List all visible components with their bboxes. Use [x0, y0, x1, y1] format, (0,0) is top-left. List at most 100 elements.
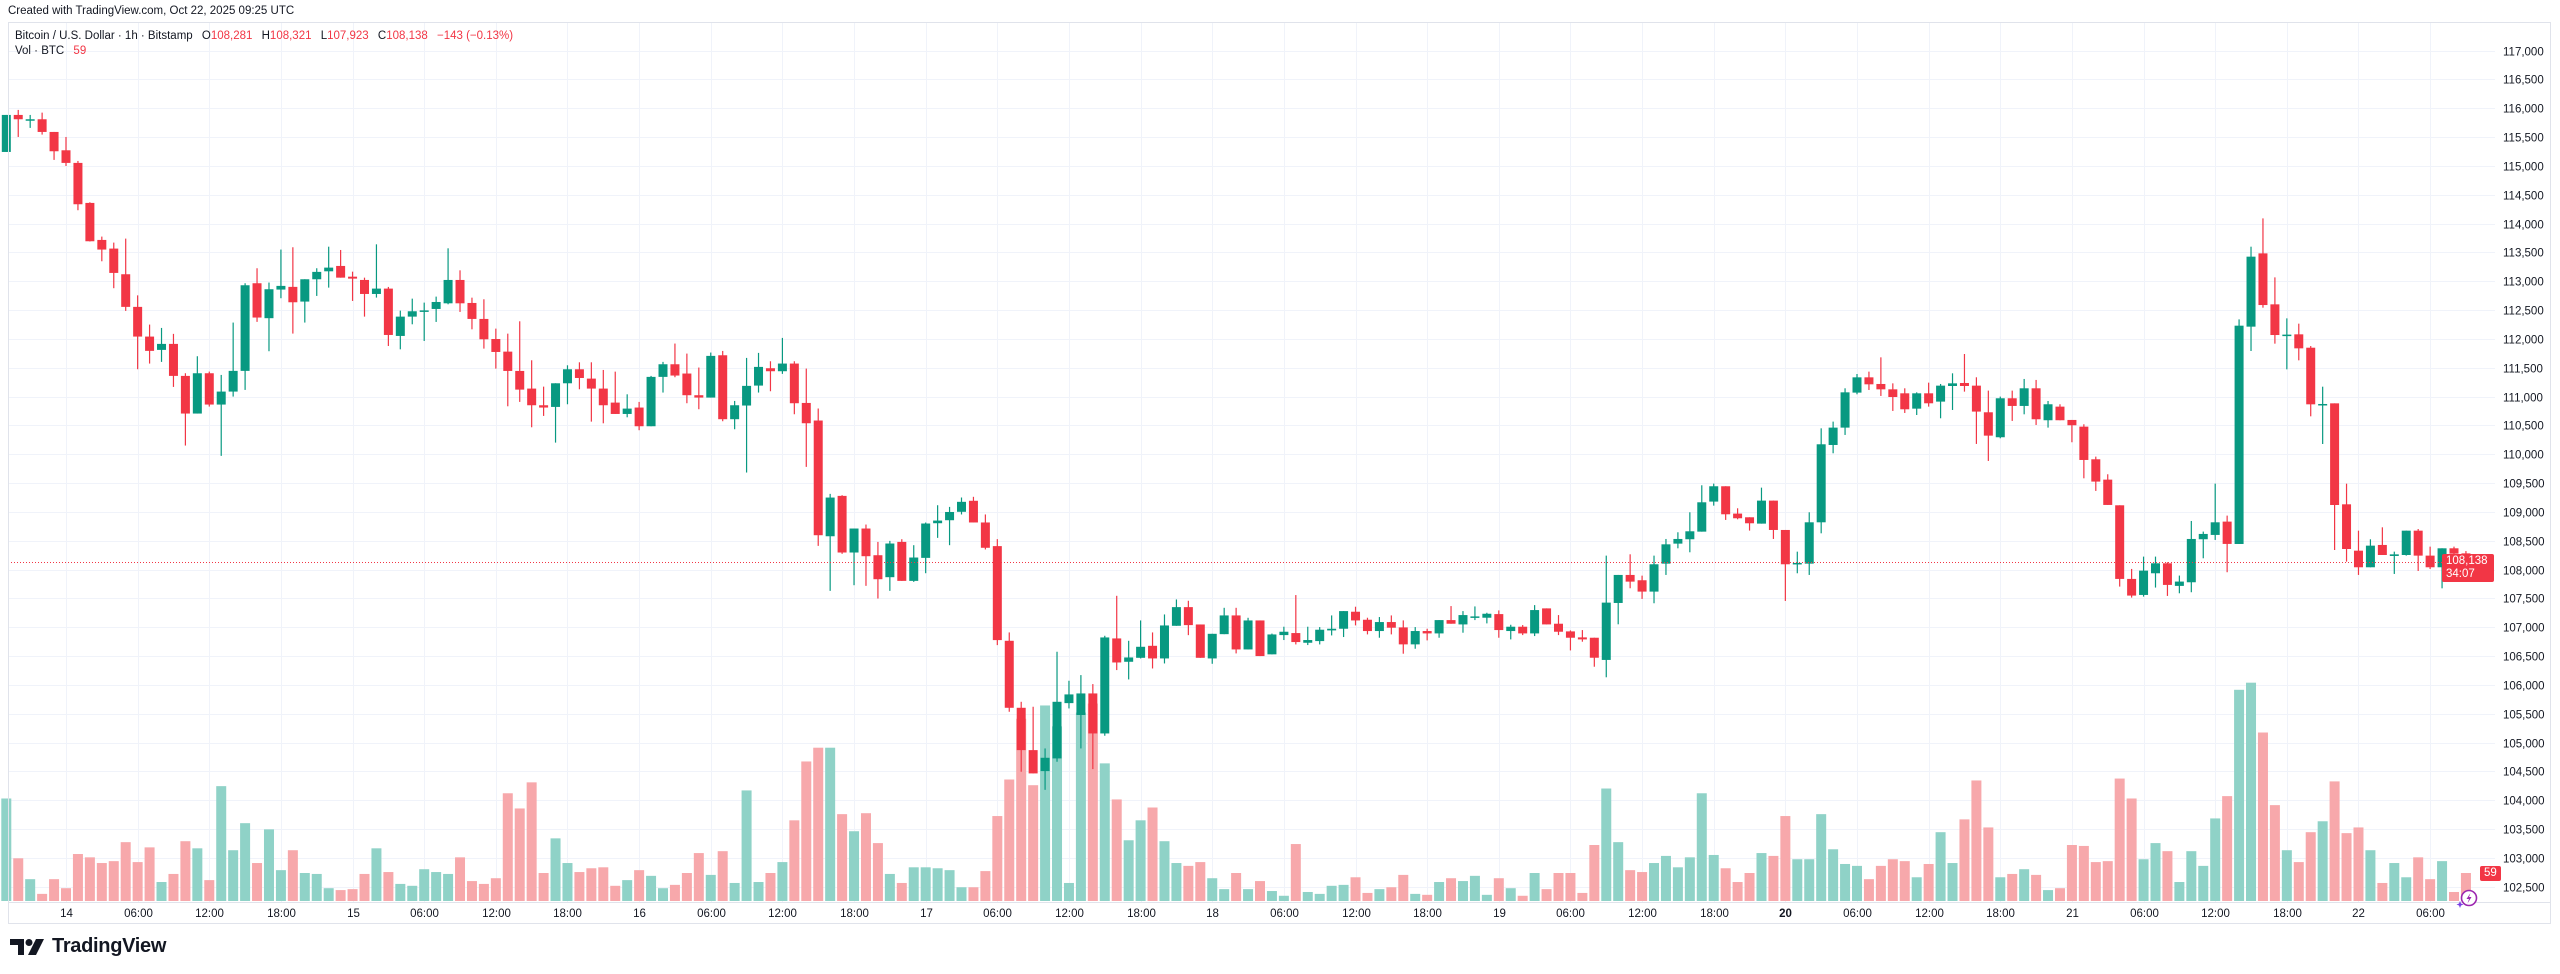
price-tick-label: 108,500	[2503, 537, 2545, 549]
candle	[407, 298, 417, 325]
candle-body	[1518, 626, 1528, 634]
volume-bar	[1243, 889, 1254, 901]
volume-bar	[2246, 682, 2257, 901]
volume-bar	[1099, 763, 1110, 901]
candle-body	[1219, 615, 1229, 635]
candle	[1768, 500, 1778, 539]
candle	[2198, 531, 2208, 559]
volume-bar	[72, 854, 83, 901]
volume-value: 59	[73, 45, 87, 57]
candle-body	[407, 311, 417, 317]
volume-bar	[2007, 873, 2018, 901]
candle	[419, 302, 429, 341]
volume-bar	[1278, 895, 1289, 901]
volume-bar	[514, 808, 525, 901]
candle-body	[1948, 383, 1958, 386]
candle-body	[1816, 444, 1826, 523]
time-tick-label: 18:00	[1127, 908, 1156, 920]
candle-body	[1792, 562, 1802, 565]
price-tick-label: 113,500	[2503, 248, 2544, 260]
volume-bar	[431, 872, 442, 901]
time-tick-label: 06:00	[1556, 908, 1585, 920]
candle-body	[2031, 388, 2041, 420]
candle-body	[1231, 615, 1241, 650]
volume-bar	[980, 871, 991, 901]
candle	[2210, 483, 2220, 540]
candle-body	[1207, 633, 1217, 659]
candle	[1303, 626, 1313, 646]
tradingview-logo-text: TradingView	[52, 935, 167, 957]
candle	[192, 356, 202, 414]
candle-body	[49, 131, 59, 152]
candle	[933, 505, 943, 538]
candle	[1494, 610, 1504, 638]
symbol-title[interactable]: Bitcoin / U.S. Dollar · 1h · Bitstamp	[15, 30, 193, 42]
time-tick-label: 12:00	[195, 908, 224, 920]
volume-bar	[956, 887, 967, 901]
volume-bar	[204, 880, 215, 901]
volume-bar	[598, 867, 609, 901]
volume-bar	[777, 862, 788, 901]
volume-bar	[1469, 875, 1480, 901]
candle-body	[2043, 404, 2053, 421]
volume-bar	[395, 883, 406, 901]
volume-bar	[586, 868, 597, 901]
volume-bar	[1983, 827, 1994, 901]
volume-bar	[168, 873, 179, 901]
volume-bar	[610, 885, 621, 901]
volume-bar	[383, 872, 394, 901]
candle	[1721, 486, 1731, 520]
candle	[1171, 599, 1181, 626]
candle-body	[2007, 398, 2017, 406]
volume-bar	[646, 875, 657, 901]
candle-body	[1422, 631, 1432, 634]
candle-body	[2019, 388, 2029, 406]
volume-bar	[693, 853, 704, 901]
volume-bar	[1111, 799, 1122, 901]
price-tick-label: 103,500	[2503, 825, 2545, 837]
candle-body	[1864, 377, 1874, 385]
candle-body	[2330, 403, 2340, 506]
lightning-icon[interactable]	[2456, 888, 2478, 910]
volume-bar	[1052, 726, 1063, 901]
time-tick-label: 17	[920, 908, 933, 920]
candle	[2151, 556, 2160, 588]
time-tick-label: 18:00	[1700, 908, 1729, 920]
candle-body	[1303, 640, 1313, 643]
volume-label[interactable]: Vol · BTC	[15, 45, 65, 57]
candle-body	[1912, 393, 1922, 409]
candle-body	[419, 310, 429, 312]
candle	[336, 249, 346, 278]
time-axis[interactable]: 14 06:00 12:00 18:00 15 06:00 12:00 18:00 16 06:0…	[60, 908, 2445, 920]
candle-body	[1279, 631, 1289, 636]
volume-bar	[872, 843, 883, 901]
volume-bar	[443, 873, 454, 901]
candle	[992, 539, 1002, 646]
time-tick-label: 18:00	[1413, 908, 1442, 920]
price-axis[interactable]: 117,000 116,500 116,000 115,500 115,000 114,5…	[2503, 47, 2545, 895]
volume-bar	[968, 887, 979, 901]
volume-bar	[932, 868, 943, 901]
candle-body	[1995, 398, 2005, 438]
candle-body	[1351, 611, 1361, 621]
volume-bar	[1804, 859, 1815, 901]
volume-bar	[2317, 821, 2328, 901]
candle	[1398, 620, 1408, 654]
volume-bar	[263, 829, 274, 901]
price-tick-label: 110,000	[2503, 450, 2544, 462]
candle	[551, 383, 561, 443]
candle-body	[467, 302, 477, 319]
volume-bar	[2043, 890, 2054, 901]
volume-bar	[1075, 712, 1086, 901]
candle	[539, 386, 549, 416]
volume-bar	[1601, 788, 1612, 901]
tradingview-logo[interactable]: TradingView	[10, 935, 166, 958]
candle	[168, 333, 178, 387]
candle	[324, 246, 334, 288]
volume-bar	[1434, 882, 1445, 901]
candle-body	[1852, 377, 1862, 393]
volume-bar	[741, 790, 752, 901]
candle-body	[85, 202, 95, 242]
volume-bar	[1350, 877, 1361, 901]
